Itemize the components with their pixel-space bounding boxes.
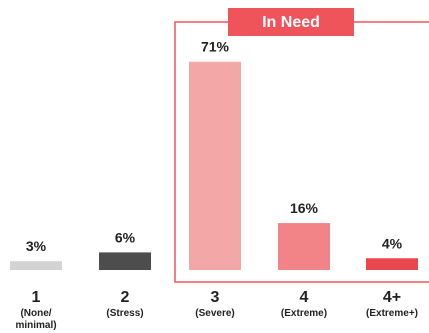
category-number-4+: 4+ — [383, 289, 401, 306]
category-label-1: (None/ — [20, 308, 51, 319]
in-need-label: In Need — [262, 14, 320, 31]
bar-4 — [278, 223, 330, 270]
category-label-2: (Stress) — [106, 308, 143, 319]
category-label-3: (Severe) — [195, 308, 234, 319]
category-number-1: 1 — [32, 289, 41, 306]
value-label-2: 6% — [115, 229, 136, 245]
bar-3 — [189, 61, 241, 270]
category-label-4: (Extreme) — [281, 308, 327, 319]
value-label-4+: 4% — [382, 235, 403, 251]
bar-2 — [99, 252, 151, 270]
category-label-1: minimal) — [15, 320, 56, 331]
category-number-3: 3 — [211, 289, 220, 306]
bar-4+ — [366, 258, 418, 270]
value-label-3: 71% — [201, 39, 230, 55]
value-label-1: 3% — [26, 238, 47, 254]
category-number-2: 2 — [121, 289, 130, 306]
bar-1 — [10, 261, 62, 270]
category-label-4+: (Extreme+) — [366, 308, 418, 319]
in-need-tag — [228, 8, 354, 36]
value-label-4: 16% — [290, 200, 319, 216]
category-number-4: 4 — [300, 289, 309, 306]
